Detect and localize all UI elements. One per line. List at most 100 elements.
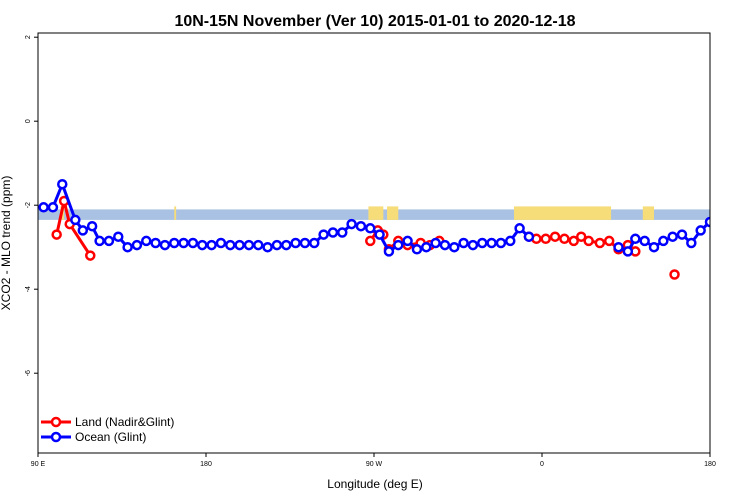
legend-label: Land (Nadir&Glint) [75,415,174,429]
land-patch [174,206,177,220]
data-point [215,237,227,249]
data-point [243,239,255,251]
legend-marker [50,416,62,428]
data-point [411,244,423,255]
data-point [704,216,710,228]
data-point [113,231,124,242]
data-point [290,237,301,249]
data-point [730,199,738,207]
data-point [169,237,180,249]
land-patch [514,206,612,220]
series-layer [38,178,750,280]
data-point [686,237,697,249]
x-tick-label: 180 [704,461,716,468]
data-point [122,241,133,253]
data-point [725,231,733,239]
data-point [346,218,357,230]
chart-title: 10N-15N November (Ver 10) 2015-01-01 to … [174,13,575,30]
y-tick-label: 2 [25,35,32,39]
background-map [38,206,733,220]
data-point [549,231,561,242]
y-axis: 2 0 -2 -4 -6 [25,35,38,376]
data-point [365,235,376,247]
data-point [467,239,479,251]
x-tick-label: 90 E [31,461,46,468]
data-point [667,231,678,242]
data-point [337,227,348,238]
data-point [206,239,217,251]
legend-label: Ocean (Glint) [75,430,146,444]
series-ocean [38,178,749,257]
data-point [559,233,570,245]
data-point [77,225,89,236]
data-point [47,202,59,213]
series-line [55,199,92,257]
data-point [486,237,497,249]
land-patch [714,206,733,220]
y-axis-label: XCO2 - MLO trend (ppm) [0,176,13,311]
data-point [725,201,733,209]
data-point [648,241,660,253]
data-point [234,239,245,251]
data-point [738,220,746,228]
data-point [225,239,236,251]
data-point [402,235,413,247]
x-tick-label: 0 [540,461,544,468]
land-patch [368,206,384,220]
legend-marker [50,431,62,443]
data-point [365,223,376,234]
data-point [613,241,624,253]
data-point [197,239,208,251]
data-point [309,237,320,249]
data-point [658,235,669,247]
data-point [458,237,469,249]
data-point [594,237,606,249]
data-point [355,220,367,232]
y-tick-label: -4 [25,286,32,292]
land-patch [642,206,654,220]
data-point [85,250,96,261]
data-point [103,235,115,247]
data-point [575,231,587,242]
x-axis: 90 E 180 90 W 0 180 [31,453,716,468]
data-point [271,239,283,251]
data-point [523,231,535,242]
data-point [715,201,723,209]
data-point [383,246,395,257]
data-point [630,233,641,245]
y-tick-label: 0 [25,119,32,123]
data-point [732,180,740,188]
data-point [430,237,441,249]
x-axis-label: Longitude (deg E) [327,477,422,491]
data-point [741,216,749,224]
data-point [281,239,292,251]
data-point [94,235,105,247]
data-point [505,235,516,247]
data-point [393,239,404,251]
data-point [38,202,49,213]
data-point [639,235,650,247]
data-point [178,237,189,249]
data-point [622,246,634,257]
series-line [729,203,750,256]
data-point [477,237,488,249]
data-point [159,239,171,251]
data-point [568,235,579,247]
data-point [150,237,161,249]
data-point [374,229,385,240]
data-point [253,239,264,251]
data-point [439,239,451,251]
data-point [676,229,688,240]
legend: Land (Nadir&Glint)Ocean (Glint) [41,415,174,444]
data-point [57,178,68,190]
data-point [327,227,339,238]
data-point [514,223,525,234]
data-point [583,235,594,247]
data-point [70,214,81,226]
data-point [86,220,98,232]
data-point [449,241,460,253]
data-point [603,235,615,247]
data-point [421,241,432,253]
data-point [51,229,62,240]
